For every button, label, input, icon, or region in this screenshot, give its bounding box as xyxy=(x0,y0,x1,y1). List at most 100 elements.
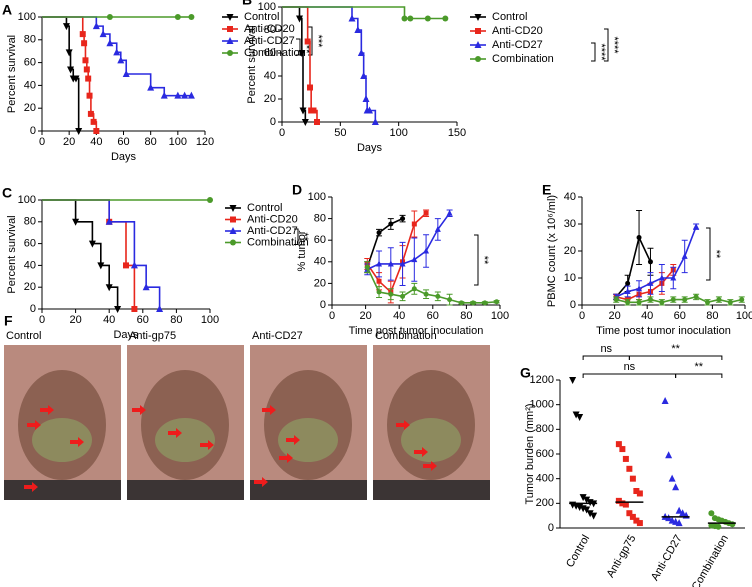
y-tick-label: 20 xyxy=(314,277,326,289)
marker xyxy=(576,414,584,421)
marker xyxy=(371,118,379,125)
marker xyxy=(188,14,195,20)
marker xyxy=(729,521,736,528)
arrow xyxy=(279,453,293,463)
marker xyxy=(423,247,430,254)
x-tick-label: 80 xyxy=(706,310,718,322)
x-tick-label: 60 xyxy=(137,314,149,326)
marker xyxy=(626,510,633,517)
marker xyxy=(661,396,669,404)
significance-label: ** xyxy=(671,343,680,355)
marker xyxy=(400,293,406,299)
x-tick-label: Combination xyxy=(690,533,731,587)
x-tick-label: 0 xyxy=(39,314,45,326)
y-tick-label: 60 xyxy=(264,47,276,59)
marker xyxy=(672,483,680,491)
marker xyxy=(387,260,394,267)
step-segment xyxy=(126,264,136,309)
marker xyxy=(569,377,577,384)
marker xyxy=(670,297,676,303)
y-tick-label: 0 xyxy=(30,303,36,315)
x-tick-label: 20 xyxy=(359,310,371,322)
marker xyxy=(376,289,382,295)
step-segment xyxy=(120,59,128,74)
y-tick-label: 20 xyxy=(24,102,36,114)
step-segment xyxy=(126,73,152,88)
marker xyxy=(681,252,688,259)
marker xyxy=(693,223,700,230)
marker xyxy=(230,216,236,223)
y-tick-label: 40 xyxy=(564,191,576,203)
marker xyxy=(615,497,622,504)
y-tick-label: 0 xyxy=(270,116,276,128)
marker xyxy=(423,210,429,216)
step-segment xyxy=(361,52,365,76)
data-line xyxy=(616,269,674,301)
y-tick-label: 400 xyxy=(536,473,554,485)
arrow xyxy=(24,482,38,492)
marker xyxy=(715,523,722,530)
x-tick-label: 80 xyxy=(170,314,182,326)
step-segment xyxy=(82,33,85,44)
y-tick-label: 80 xyxy=(314,213,326,225)
x-tick-label: 0 xyxy=(39,136,45,148)
step-segment xyxy=(42,16,84,35)
marker xyxy=(442,15,449,22)
data-line xyxy=(616,296,742,304)
x-tick-label: 100 xyxy=(169,136,187,148)
y-tick-label: 80 xyxy=(24,34,36,46)
photo-fur xyxy=(4,480,121,500)
marker xyxy=(494,299,500,305)
step-segment xyxy=(75,77,80,131)
x-axis-label: Days xyxy=(113,329,139,341)
y-tick-label: 1000 xyxy=(530,399,554,411)
step-segment xyxy=(363,75,367,99)
y-tick-label: 20 xyxy=(264,93,276,105)
step-segment xyxy=(303,109,307,122)
x-tick-label: 60 xyxy=(427,310,439,322)
marker xyxy=(230,239,236,246)
step-segment xyxy=(134,264,147,288)
step-segment xyxy=(66,25,70,53)
x-tick-label: 20 xyxy=(608,310,620,322)
step-segment xyxy=(92,242,102,266)
arrow xyxy=(70,437,84,447)
marker xyxy=(586,510,594,518)
marker xyxy=(708,510,715,517)
marker xyxy=(411,221,417,227)
y-tick-label: 100 xyxy=(258,1,276,13)
marker xyxy=(226,37,234,44)
x-tick-label: 20 xyxy=(69,314,81,326)
marker xyxy=(423,291,429,297)
y-tick-label: 40 xyxy=(24,79,36,91)
photo-organ xyxy=(32,418,92,462)
y-tick-label: 40 xyxy=(264,70,276,82)
y-tick-label: 0 xyxy=(548,522,554,534)
x-tick-label: 60 xyxy=(674,310,686,322)
significance-bracket xyxy=(591,42,596,62)
marker xyxy=(579,494,587,502)
photo-organ xyxy=(278,418,338,462)
marker xyxy=(636,299,642,305)
photo-label: Anti-gp75 xyxy=(129,330,176,342)
y-tick-label: 40 xyxy=(314,256,326,268)
arrow xyxy=(262,405,276,415)
marker xyxy=(705,299,711,305)
marker xyxy=(446,209,453,216)
arrow xyxy=(168,428,182,438)
marker xyxy=(229,205,237,212)
y-tick-label: 20 xyxy=(564,245,576,257)
marker xyxy=(693,294,699,300)
x-tick-label: 40 xyxy=(90,136,102,148)
x-tick-label: Control xyxy=(564,533,592,570)
significance-bracket xyxy=(294,228,299,245)
photo-fur xyxy=(250,480,367,500)
arrow xyxy=(132,405,146,415)
panel-label: A xyxy=(2,2,12,18)
step-segment xyxy=(313,109,318,122)
x-axis-label: Days xyxy=(111,151,137,163)
marker xyxy=(636,490,643,497)
marker xyxy=(647,279,654,286)
photo-label: Control xyxy=(6,330,41,342)
marker xyxy=(572,411,580,419)
